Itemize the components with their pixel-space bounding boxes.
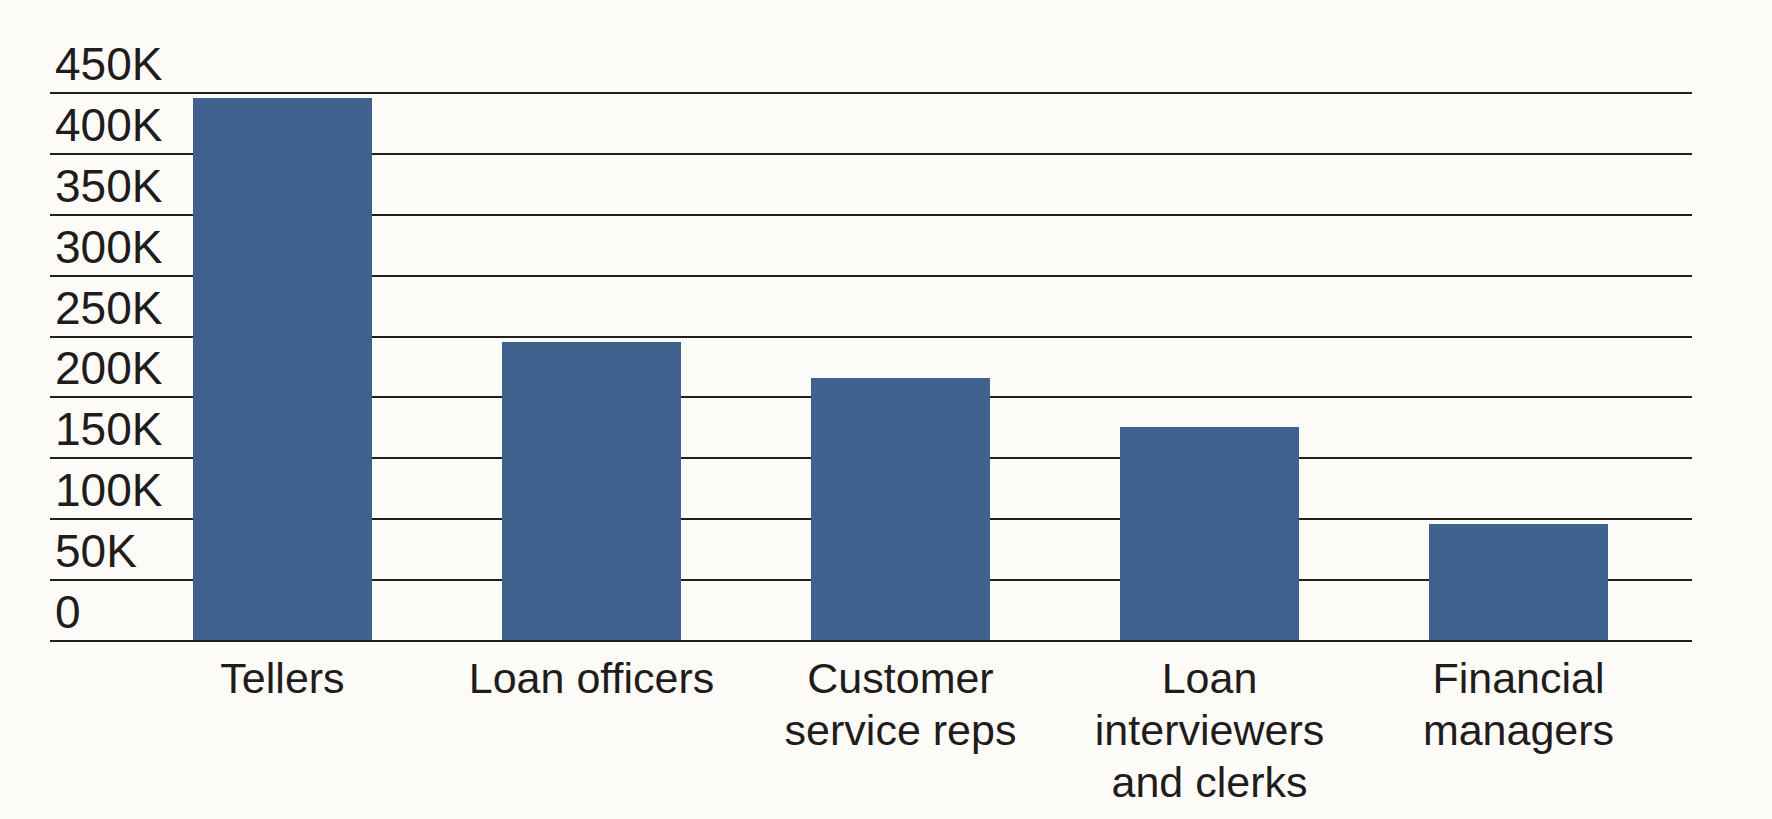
bar-tellers	[193, 98, 372, 640]
y-tick-150K: 150K	[55, 405, 162, 453]
x-label-tellers: Tellers	[113, 652, 453, 704]
gridline-450K	[50, 92, 1692, 94]
y-tick-400K: 400K	[55, 101, 162, 149]
x-label-line: Tellers	[113, 652, 453, 704]
y-tick-450K: 450K	[55, 40, 162, 88]
x-label-line: service reps	[731, 704, 1071, 756]
x-axis-baseline	[50, 640, 1692, 642]
y-tick-100K: 100K	[55, 466, 162, 514]
x-label-customer-service-reps: Customerservice reps	[731, 652, 1071, 756]
bar-loan-officers	[502, 342, 681, 640]
y-tick-200K: 200K	[55, 344, 162, 392]
plot-area: 450K400K350K300K250K200K150K100K50K0Tell…	[50, 92, 1692, 642]
y-tick-0: 0	[55, 588, 81, 636]
y-tick-250K: 250K	[55, 284, 162, 332]
x-label-loan-officers: Loan officers	[422, 652, 762, 704]
x-label-line: Customer	[731, 652, 1071, 704]
x-label-line: Loan officers	[422, 652, 762, 704]
bar-customer-service-reps	[811, 378, 990, 640]
x-label-line: managers	[1349, 704, 1689, 756]
x-label-line: interviewers	[1040, 704, 1380, 756]
bar-financial-managers	[1429, 524, 1608, 640]
x-label-line: Loan	[1040, 652, 1380, 704]
y-tick-300K: 300K	[55, 223, 162, 271]
x-label-line: Financial	[1349, 652, 1689, 704]
y-tick-350K: 350K	[55, 162, 162, 210]
x-label-financial-managers: Financialmanagers	[1349, 652, 1689, 756]
x-label-loan-interviewers-and-clerks: Loaninterviewersand clerks	[1040, 652, 1380, 808]
bar-chart: 450K 400K 350K 300K 250K 200K 150K 100K 50K 0 Tell…	[0, 0, 1772, 819]
bar-loan-interviewers-and-clerks	[1120, 427, 1299, 640]
y-tick-50K: 50K	[55, 527, 137, 575]
x-label-line: and clerks	[1040, 756, 1380, 808]
